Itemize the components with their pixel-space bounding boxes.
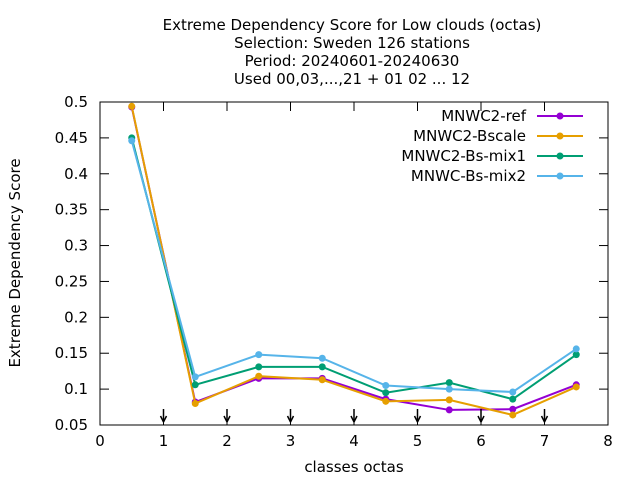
data-point xyxy=(191,381,199,389)
legend-entry: MNWC2-ref xyxy=(441,107,583,125)
data-point xyxy=(445,396,453,404)
y-tick-label: 0.35 xyxy=(55,201,88,219)
y-tick-label: 0.3 xyxy=(64,237,88,255)
series-line xyxy=(130,140,577,393)
x-tick-label: 6 xyxy=(476,432,486,450)
data-point xyxy=(445,406,453,414)
y-tick-label: 0.45 xyxy=(55,129,88,147)
series-MNWC2-Bs-mix1 xyxy=(128,134,580,403)
legend-swatch-point xyxy=(556,132,564,140)
legend-swatch-point xyxy=(556,152,564,160)
data-point xyxy=(572,383,580,391)
data-point xyxy=(318,376,326,384)
data-point xyxy=(318,354,326,362)
data-point xyxy=(128,137,136,145)
x-tick-label: 5 xyxy=(413,432,423,450)
data-point xyxy=(382,382,390,390)
y-tick-label: 0.2 xyxy=(64,308,88,326)
axis-ticks: 0 1 2 3 4 5 6 7 8 0.05 0.1 0.15 0.2 0.25 0.3 0.35 0.4 0.4… xyxy=(55,93,613,450)
data-point xyxy=(191,399,199,407)
data-point xyxy=(509,411,517,419)
title-line-3: Period: 20240601-20240630 xyxy=(245,52,460,70)
series-group xyxy=(128,102,580,419)
plot-frame xyxy=(99,101,609,426)
series-MNWC2-Bscale xyxy=(128,102,580,419)
x-tick-label: 2 xyxy=(222,432,232,450)
y-axis-label: Extreme Dependency Score xyxy=(6,158,24,367)
data-point xyxy=(191,373,199,381)
x-tick-label: 3 xyxy=(286,432,296,450)
y-tick-label: 0.25 xyxy=(55,272,88,290)
y-tick-label: 0.1 xyxy=(64,380,88,398)
data-point xyxy=(255,363,263,371)
legend-swatch-point xyxy=(556,112,564,120)
legend-label: MNWC2-Bscale xyxy=(413,127,526,145)
data-point xyxy=(509,395,517,403)
chart-title: Extreme Dependency Score for Low clouds … xyxy=(163,16,542,88)
x-tick-label: 1 xyxy=(159,432,169,450)
legend-label: MNWC2-ref xyxy=(441,107,526,125)
data-point xyxy=(255,372,263,380)
data-point xyxy=(382,389,390,397)
y-tick-label: 0.15 xyxy=(55,344,88,362)
x-tick-label: 0 xyxy=(95,432,105,450)
data-point xyxy=(445,379,453,387)
data-point xyxy=(509,388,517,396)
y-tick-label: 0.5 xyxy=(64,93,88,111)
legend-label: MNWC2-Bs-mix1 xyxy=(401,147,526,165)
data-point xyxy=(445,385,453,393)
x-axis-label: classes octas xyxy=(304,458,404,476)
y-tick-label: 0.4 xyxy=(64,165,88,183)
data-point xyxy=(128,102,136,110)
legend-entry: MNWC2-Bscale xyxy=(413,127,583,145)
series-line xyxy=(130,106,577,417)
legend-label: MNWC-Bs-mix2 xyxy=(411,167,526,185)
series-line xyxy=(130,137,577,401)
data-point xyxy=(509,405,517,413)
data-point xyxy=(255,351,263,359)
legend-entry: MNWC-Bs-mix2 xyxy=(411,167,583,185)
y-tick-label: 0.05 xyxy=(55,416,88,434)
data-point xyxy=(318,363,326,371)
legend-entry: MNWC2-Bs-mix1 xyxy=(401,147,583,165)
title-line-1: Extreme Dependency Score for Low clouds … xyxy=(163,16,542,34)
x-tick-label: 7 xyxy=(540,432,550,450)
legend: MNWC2-ref MNWC2-Bscale MNWC2-Bs-mix1 MNWC-B… xyxy=(401,107,583,185)
title-line-2: Selection: Sweden 126 stations xyxy=(234,34,470,52)
series-MNWC-Bs-mix2 xyxy=(128,137,580,396)
legend-swatch-point xyxy=(556,172,564,180)
title-line-4: Used 00,03,...,21 + 01 02 ... 12 xyxy=(234,70,470,88)
data-point xyxy=(572,351,580,359)
x-tick-label: 4 xyxy=(349,432,359,450)
data-point xyxy=(382,397,390,405)
data-point xyxy=(572,345,580,353)
x-tick-label: 8 xyxy=(603,432,613,450)
